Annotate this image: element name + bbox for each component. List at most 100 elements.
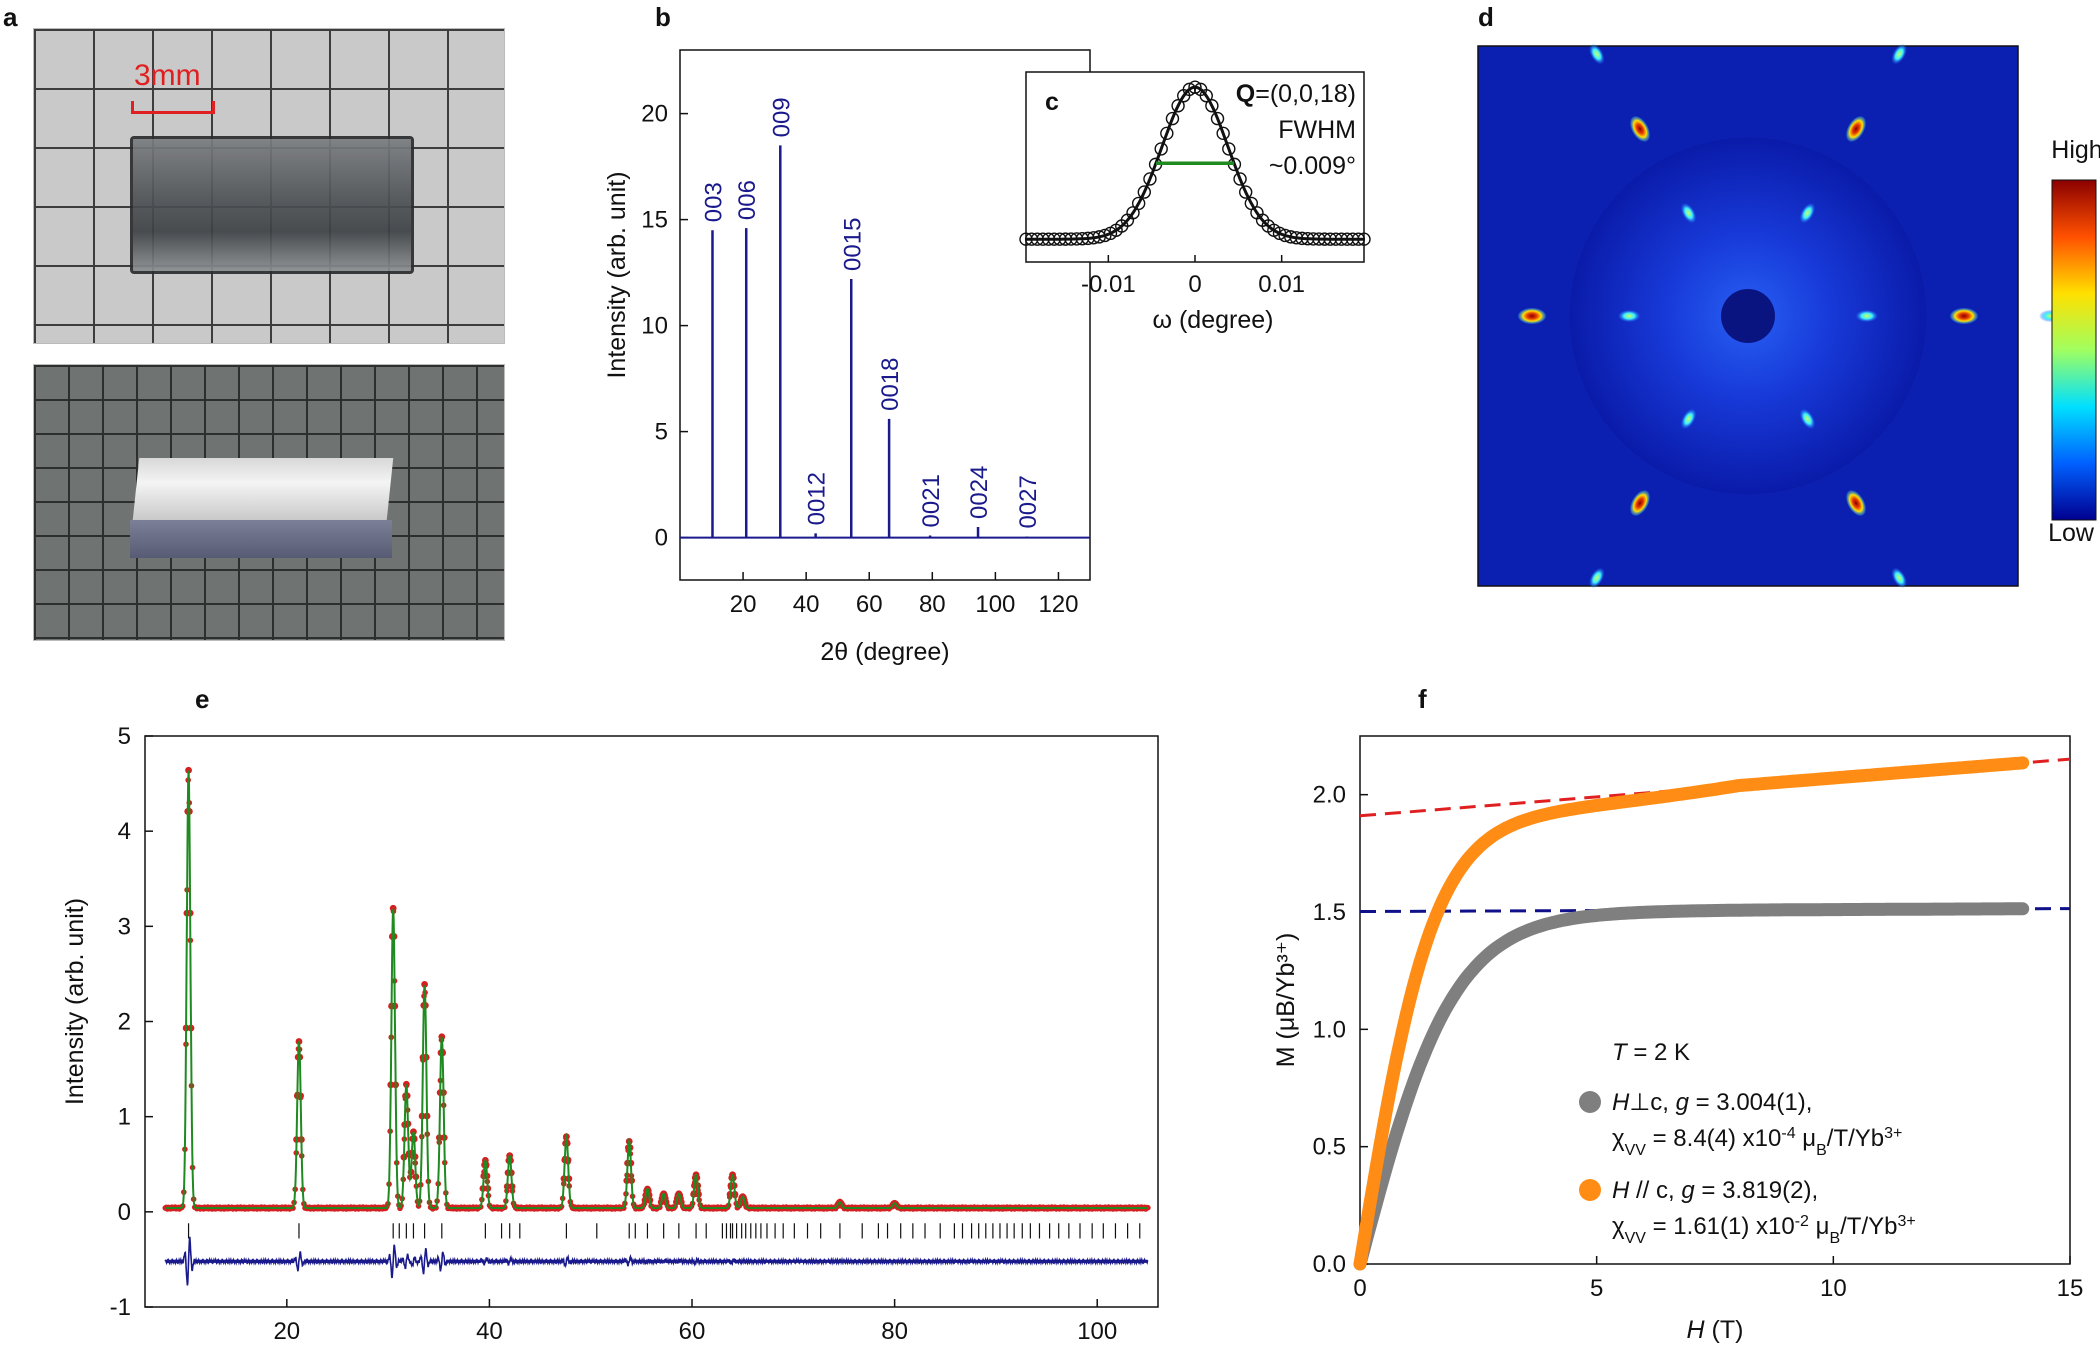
chart-b: 20 40 60 80 100 120 0 5 10 15 20 2θ (degree) Intensi… bbox=[603, 49, 1371, 666]
crystal-sample-bottom bbox=[132, 458, 394, 520]
scale-bar bbox=[131, 101, 215, 114]
peak-label-b: 0018 bbox=[877, 357, 904, 410]
y-tick-label-e: 5 bbox=[118, 723, 131, 750]
calculated-profile-e bbox=[165, 770, 1148, 1209]
data-point-c bbox=[1137, 185, 1151, 199]
legend-temperature-f: T = 2 K bbox=[1612, 1039, 1690, 1066]
x-axis-title-c: ω (degree) bbox=[1153, 306, 1274, 334]
diffraction-spot-d bbox=[1846, 490, 1866, 516]
y-axis-title-f: M (μB/Yb³⁺) bbox=[1272, 933, 1300, 1068]
diffraction-spot-d bbox=[1950, 308, 1978, 324]
data-point-c bbox=[1160, 126, 1174, 141]
x-axis-title-b: 2θ (degree) bbox=[820, 638, 949, 666]
diffraction-spot-d bbox=[1891, 567, 1907, 588]
x-tick-label-e: 100 bbox=[1077, 1318, 1117, 1345]
x-tick-label-f: 15 bbox=[2057, 1275, 2084, 1302]
y-tick-label-f: 1.0 bbox=[1313, 1016, 1346, 1043]
x-tick-label-b: 80 bbox=[919, 591, 946, 618]
data-point-c bbox=[1143, 172, 1157, 186]
x-tick-label-e: 20 bbox=[273, 1318, 300, 1345]
x-tick-label-c: 0.01 bbox=[1258, 271, 1305, 298]
panel-letter-c: c bbox=[1045, 88, 1059, 116]
peak-label-b: 0012 bbox=[804, 472, 831, 525]
y-tick-label-e: 3 bbox=[118, 913, 131, 940]
panel-letter-a: a bbox=[3, 2, 18, 32]
chart-f: 0 5 10 15 0.0 0.5 1.0 1.5 2.0 H (T) M (μB/Yb³⁺) T =… bbox=[1272, 735, 2084, 1344]
data-point-c bbox=[1199, 89, 1213, 103]
legend-marker-par-f bbox=[1579, 1179, 1601, 1201]
y-tick-label-b: 10 bbox=[641, 313, 668, 340]
magnetization-curve-f bbox=[1353, 756, 2030, 1271]
diffraction-spot-d bbox=[1618, 310, 1641, 322]
y-tick-label-e: 1 bbox=[118, 1104, 131, 1131]
data-point-c bbox=[1239, 185, 1253, 199]
x-tick-label-e: 40 bbox=[476, 1318, 503, 1345]
annotation-fwhm-value-c: ~0.009° bbox=[1269, 152, 1356, 180]
x-tick-label-e: 80 bbox=[881, 1318, 908, 1345]
peak-label-b: 0027 bbox=[1015, 475, 1042, 528]
fit-curve-c bbox=[1026, 85, 1364, 241]
diffraction-spot-d bbox=[1630, 490, 1650, 516]
panel-letter-d: d bbox=[1478, 2, 1494, 32]
data-point-c bbox=[1154, 142, 1168, 156]
legend-marker-perp-f bbox=[1579, 1091, 1601, 1113]
panel-letter-b: b bbox=[655, 2, 671, 32]
magnetization-curve-f bbox=[1353, 902, 2030, 1271]
diffraction-spot-d bbox=[1630, 116, 1650, 142]
x-tick-label-f: 5 bbox=[1590, 1275, 1603, 1302]
diffraction-spot-d bbox=[1799, 408, 1815, 429]
x-tick-label-e: 60 bbox=[679, 1318, 706, 1345]
colorbar-high-label: High bbox=[2051, 136, 2100, 164]
peak-label-b: 009 bbox=[768, 97, 795, 137]
observed-peak-point-e bbox=[421, 980, 428, 988]
diffraction-spot-d bbox=[1846, 116, 1866, 142]
y-tick-label-e: -1 bbox=[110, 1294, 131, 1321]
x-tick-label-b: 60 bbox=[856, 591, 883, 618]
y-tick-label-f: 0.5 bbox=[1313, 1134, 1346, 1161]
observed-peak-point-e bbox=[185, 766, 192, 774]
panel-letter-e: e bbox=[195, 684, 210, 714]
beam-stop-d bbox=[1721, 289, 1775, 343]
y-tick-label-f: 1.5 bbox=[1313, 899, 1346, 926]
crystal-sample-top bbox=[130, 136, 414, 274]
peak-label-b: 003 bbox=[700, 182, 727, 222]
data-point-c bbox=[1233, 172, 1247, 186]
x-tick-label-b: 120 bbox=[1038, 591, 1078, 618]
colorbar-low-label: Low bbox=[2048, 519, 2095, 547]
x-tick-label-f: 0 bbox=[1353, 1275, 1366, 1302]
legend-par-line1-f: H // c, g = 3.819(2), bbox=[1612, 1177, 1818, 1204]
diffraction-spot-d bbox=[1799, 203, 1815, 224]
data-point-c bbox=[1165, 111, 1180, 126]
peak-label-b: 0021 bbox=[918, 474, 945, 527]
diffraction-spot-d bbox=[1681, 203, 1697, 224]
y-tick-label-b: 15 bbox=[641, 207, 668, 234]
x-tick-label-b: 100 bbox=[975, 591, 1015, 618]
data-point-c bbox=[1210, 111, 1225, 126]
x-axis-title-f: H (T) bbox=[1687, 1316, 1744, 1344]
colorbar-d bbox=[2051, 179, 2097, 521]
annotation-q-c: Q=(0,0,18) bbox=[1236, 80, 1356, 108]
y-tick-label-e: 4 bbox=[118, 818, 131, 845]
data-point-c bbox=[1171, 99, 1185, 113]
scale-label: 3mm bbox=[134, 59, 201, 92]
plot-frame-b bbox=[679, 49, 1091, 581]
y-tick-label-f: 0.0 bbox=[1313, 1251, 1346, 1278]
y-axis-title-b: Intensity (arb. unit) bbox=[603, 171, 631, 378]
annotation-fwhm-label-c: FWHM bbox=[1278, 116, 1356, 144]
x-tick-label-f: 10 bbox=[1820, 1275, 1847, 1302]
data-point-c bbox=[1188, 80, 1202, 94]
legend-perp-line1-f: H⊥c, g = 3.004(1), bbox=[1612, 1089, 1812, 1116]
y-tick-label-b: 0 bbox=[655, 525, 668, 552]
peak-label-b: 006 bbox=[734, 180, 761, 220]
observed-peak-point-e bbox=[389, 904, 397, 912]
diffraction-spot-d bbox=[1589, 44, 1605, 65]
chart-d: High Low bbox=[1477, 44, 2100, 588]
y-axis-title-e: Intensity (arb. unit) bbox=[61, 898, 89, 1105]
panel-letter-f: f bbox=[1418, 684, 1427, 714]
x-tick-label-b: 40 bbox=[793, 591, 820, 618]
plot-frame-e bbox=[144, 735, 1159, 1308]
data-point-c bbox=[1205, 99, 1219, 113]
diffraction-spot-d bbox=[1518, 308, 1546, 324]
x-tick-label-c: -0.01 bbox=[1081, 271, 1136, 298]
